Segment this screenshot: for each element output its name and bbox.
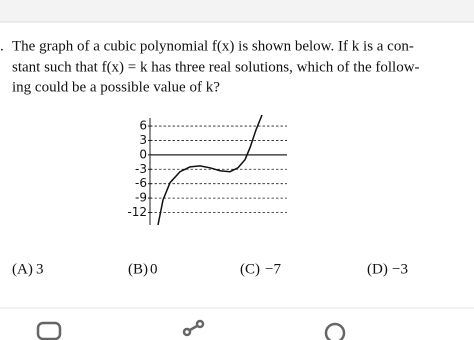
question-line: The graph of a cubic polynomial f(x) is … bbox=[12, 38, 414, 54]
choice-text[interactable]: 0 bbox=[150, 261, 158, 277]
search-icon[interactable] bbox=[324, 322, 346, 340]
choice-letter[interactable]: (A) bbox=[12, 261, 33, 277]
choice-text[interactable]: −3 bbox=[392, 261, 408, 277]
y-tick-label: 6 bbox=[139, 119, 147, 133]
top-bar bbox=[0, 0, 474, 22]
y-tick-label: -6 bbox=[135, 176, 147, 190]
bottom-icons bbox=[36, 319, 346, 340]
y-tick-label: -9 bbox=[135, 191, 147, 205]
comment-icon[interactable] bbox=[36, 321, 62, 340]
choice-text[interactable]: −7 bbox=[265, 261, 281, 277]
choice-text[interactable]: 3 bbox=[36, 261, 44, 277]
choice-letter[interactable]: (B) bbox=[128, 261, 148, 277]
question-line: ing could be a possible value of k? bbox=[12, 79, 220, 95]
question-line: stant such that f(x) = k has three real … bbox=[12, 59, 420, 75]
y-tick-label: -12 bbox=[127, 205, 147, 219]
y-tick-label: 0 bbox=[139, 147, 147, 161]
question-number: . bbox=[0, 38, 4, 54]
share-icon[interactable] bbox=[182, 319, 205, 337]
curve bbox=[157, 114, 263, 226]
choice-letter[interactable]: (D) bbox=[367, 261, 388, 277]
y-tick-label: -3 bbox=[135, 162, 147, 176]
y-tick-label: 3 bbox=[139, 133, 147, 147]
choice-letter[interactable]: (C) bbox=[240, 261, 260, 277]
